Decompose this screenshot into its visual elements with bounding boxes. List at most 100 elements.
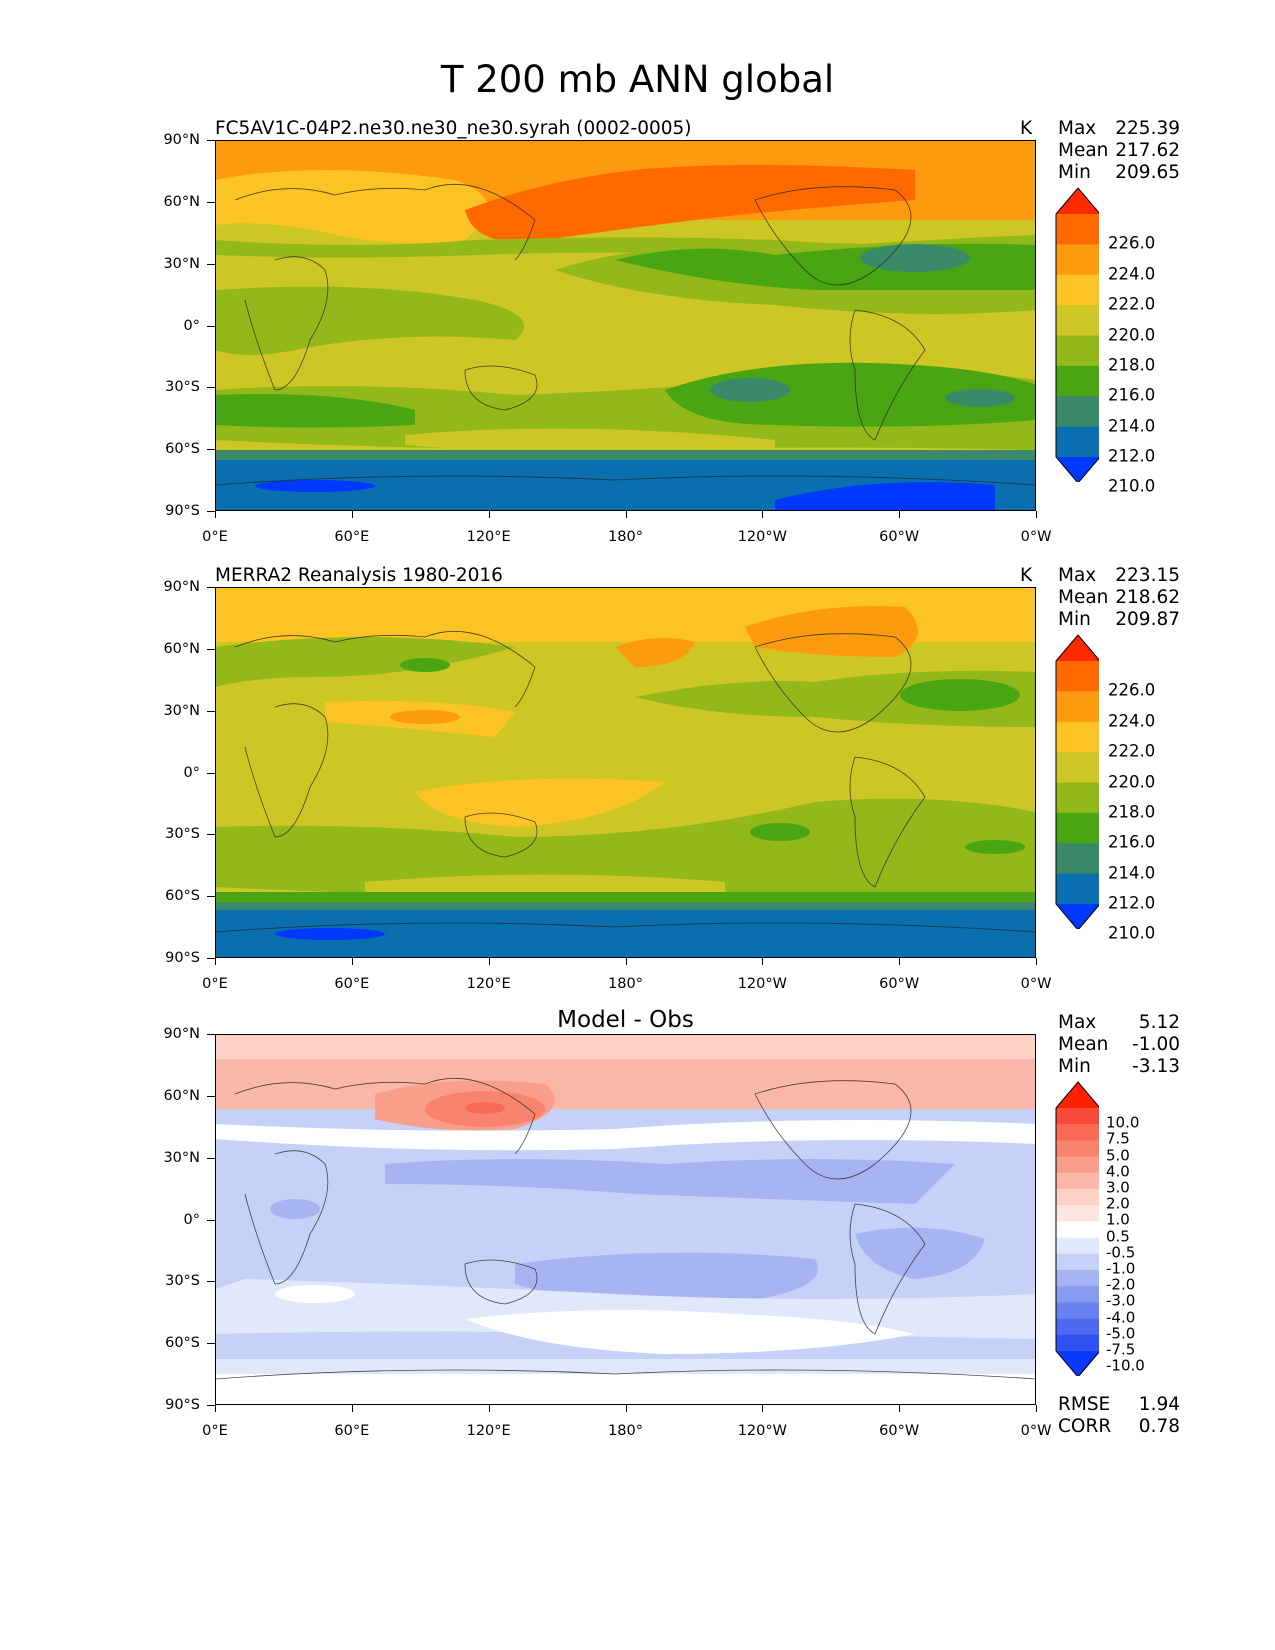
colorbar-segment	[1056, 214, 1099, 245]
stat-min-label: Min	[1058, 1056, 1091, 1077]
colorbar-segment	[1056, 721, 1099, 753]
colorbar-tick-label: 224.0	[1108, 264, 1156, 284]
stat-min-value: 209.87	[1115, 609, 1180, 630]
x-tick-mark	[625, 511, 627, 518]
colorbar-tick-label: 222.0	[1108, 294, 1156, 314]
x-tick-label: 60°W	[879, 1423, 920, 1439]
colorbar-segment	[1056, 274, 1099, 306]
colorbar-tick-label: 226.0	[1108, 233, 1156, 253]
colorbar-segment	[1056, 335, 1099, 367]
y-tick-mark	[207, 710, 215, 712]
colorbar-tick-label: -2.0	[1106, 1275, 1136, 1294]
rmse-label: RMSE	[1058, 1394, 1111, 1415]
colorbar-segment	[1056, 782, 1099, 814]
y-tick-mark	[207, 834, 215, 836]
colorbar-tick-label: 0.5	[1106, 1227, 1130, 1246]
x-tick-label: 120°W	[737, 529, 787, 545]
x-tick-label: 60°W	[879, 976, 920, 992]
colorbar-tick-label: 210.0	[1108, 476, 1156, 496]
colorbar-segment	[1056, 1172, 1099, 1190]
colorbar-segment	[1056, 1205, 1099, 1222]
y-tick-mark	[207, 1405, 215, 1406]
x-tick-label: 0°W	[1020, 1423, 1052, 1439]
x-tick-label: 0°E	[202, 976, 228, 992]
colorbar-segment	[1056, 1156, 1099, 1174]
x-tick-mark	[351, 958, 353, 965]
colorbar-tick-label: 212.0	[1108, 893, 1156, 913]
y-tick-label: 60°N	[163, 640, 200, 657]
x-tick-mark	[762, 958, 764, 965]
rmse-value: 1.94	[1138, 1394, 1180, 1415]
colorbar-tick-label: 218.0	[1108, 355, 1156, 375]
y-tick-mark	[207, 896, 215, 898]
y-tick-mark	[207, 772, 215, 774]
y-tick-mark	[207, 1157, 215, 1159]
colorbar-segment	[1056, 1221, 1099, 1239]
colorbar-tick-label: -0.5	[1106, 1243, 1136, 1262]
colorbar-tick-label: -4.0	[1106, 1308, 1136, 1327]
stat-max-value: 223.15	[1115, 565, 1180, 586]
y-tick-label: 90°S	[165, 950, 200, 966]
x-tick-label: 60°E	[334, 1423, 370, 1439]
map-frame	[215, 1034, 1036, 1405]
colorbar-tick-label: 220.0	[1108, 325, 1156, 344]
x-tick-mark	[762, 511, 764, 518]
y-tick-mark	[207, 958, 215, 959]
y-tick-label: 90°S	[165, 1397, 200, 1413]
colorbar-segment	[1056, 244, 1099, 276]
y-tick-label: 0°	[183, 764, 200, 781]
colorbar-segment	[1056, 365, 1099, 397]
map-frame	[215, 587, 1036, 958]
colorbar-tick-label: 214.0	[1108, 416, 1156, 436]
colorbar-tick-label: 218.0	[1108, 802, 1156, 822]
stat-mean-label: Mean	[1058, 1034, 1109, 1055]
stat-mean-label: Mean	[1058, 587, 1109, 608]
colorbar-segment	[1056, 661, 1099, 692]
colorbar-tick-label: 214.0	[1108, 863, 1156, 883]
y-tick-label: 30°S	[165, 826, 200, 843]
map-plot	[215, 140, 1036, 511]
x-tick-mark	[215, 511, 216, 518]
colorbar-tick-label: 224.0	[1108, 711, 1156, 731]
colorbar-tick-label: 1.0	[1106, 1210, 1130, 1229]
stat-mean-value: 218.62	[1115, 587, 1180, 608]
y-tick-mark	[207, 1095, 215, 1097]
stat-mean-label: Mean	[1058, 140, 1109, 161]
x-tick-mark	[1036, 511, 1037, 518]
colorbar	[1055, 1081, 1099, 1376]
x-tick-label: 0°E	[202, 529, 228, 545]
x-tick-label: 0°W	[1020, 529, 1052, 545]
y-tick-label: 30°N	[163, 702, 200, 719]
x-tick-mark	[488, 958, 490, 965]
stat-max-value: 225.39	[1115, 118, 1180, 139]
x-tick-label: 0°E	[202, 1423, 228, 1439]
panel-title: FC5AV1C-04P2.ne30.ne30_ne30.syrah (0002-…	[215, 118, 692, 139]
colorbar-tick-label: -5.0	[1106, 1324, 1136, 1343]
colorbar-extend-min	[1056, 904, 1099, 929]
y-tick-label: 90°N	[163, 579, 200, 595]
colorbar-tick-label: 216.0	[1108, 832, 1156, 852]
y-tick-mark	[207, 449, 215, 451]
y-tick-label: 60°S	[165, 1335, 200, 1352]
x-tick-mark	[625, 958, 627, 965]
colorbar-segment	[1056, 1124, 1099, 1141]
stat-max-value: 5.12	[1138, 1012, 1180, 1033]
y-tick-label: 30°S	[165, 1273, 200, 1290]
x-tick-mark	[762, 1405, 764, 1412]
y-tick-label: 60°S	[165, 888, 200, 905]
colorbar-segment	[1056, 812, 1099, 844]
y-tick-mark	[207, 511, 215, 512]
x-tick-mark	[1036, 1405, 1037, 1412]
colorbar-tick-label: 212.0	[1108, 446, 1156, 466]
colorbar-segment	[1056, 1189, 1099, 1206]
colorbar-segment	[1056, 426, 1099, 458]
y-tick-label: 90°N	[163, 1026, 200, 1042]
colorbar-segment	[1056, 1140, 1099, 1158]
panel-test: FC5AV1C-04P2.ne30.ne30_ne30.syrah (0002-…	[0, 118, 1275, 588]
colorbar-tick-label: 220.0	[1108, 772, 1156, 791]
stat-max-label: Max	[1058, 565, 1097, 586]
x-tick-label: 60°W	[879, 529, 920, 545]
stat-min-value: 209.65	[1115, 162, 1180, 183]
colorbar-tick-label: -1.0	[1106, 1259, 1136, 1278]
x-tick-mark	[351, 1405, 353, 1412]
